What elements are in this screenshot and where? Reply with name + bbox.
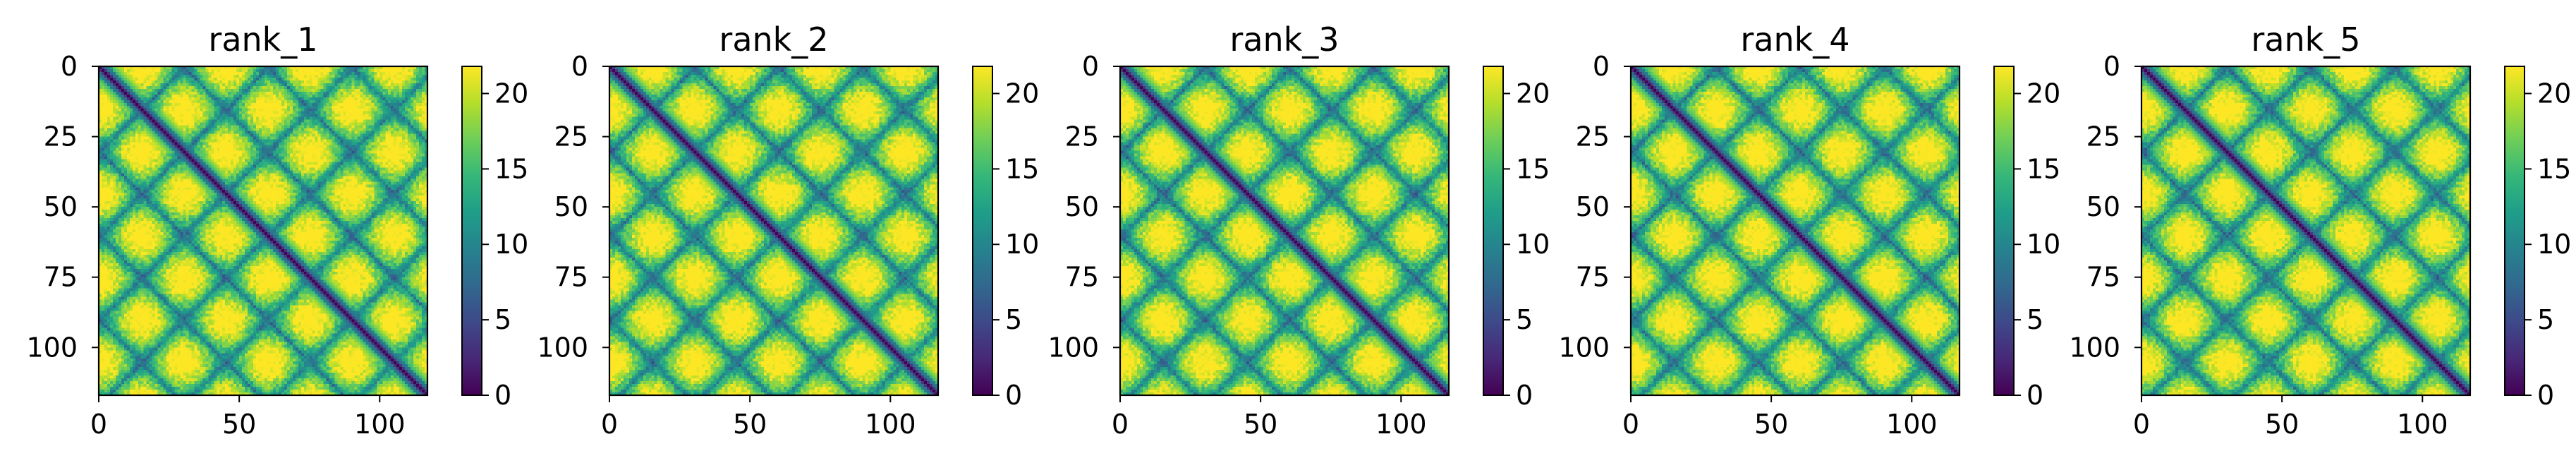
y-tick-label: 25 — [1065, 121, 1099, 152]
x-tick-label: 100 — [865, 409, 916, 440]
panel-title: rank_5 — [2251, 20, 2360, 59]
heatmap-image — [99, 66, 427, 395]
colorbar-tick-label: 20 — [1005, 78, 1039, 109]
colorbar-tick-label: 0 — [1005, 380, 1022, 411]
panel-title: rank_4 — [1740, 20, 1849, 59]
heatmap-image — [1631, 66, 1960, 395]
colorbar-tick-label: 15 — [494, 153, 528, 184]
colorbar-tick-label: 10 — [2537, 229, 2571, 260]
y-tick-label: 0 — [61, 51, 78, 82]
x-tick-label: 0 — [601, 409, 618, 440]
colorbar — [2504, 66, 2525, 396]
heatmap-image — [2141, 66, 2470, 395]
y-tick-label: 50 — [2086, 191, 2120, 222]
colorbar-tick-label: 5 — [2027, 304, 2043, 335]
heatmap-image — [1120, 66, 1449, 395]
x-tick-label: 100 — [2397, 409, 2448, 440]
y-tick-label: 100 — [1558, 332, 1610, 363]
y-tick-label: 25 — [1576, 121, 1610, 152]
colorbar-tick-label: 0 — [494, 380, 511, 411]
colorbar — [972, 66, 993, 396]
colorbar-tick-label: 5 — [2537, 304, 2554, 335]
colorbar-tick-label: 15 — [2537, 153, 2571, 184]
y-tick-label: 75 — [554, 262, 588, 293]
y-tick-label: 0 — [571, 51, 588, 82]
colorbar-tick-label: 0 — [2027, 380, 2043, 411]
colorbar-tick-label: 10 — [1005, 229, 1039, 260]
colorbar-tick-label: 0 — [2537, 380, 2554, 411]
heatmap-image — [609, 66, 938, 395]
x-tick-label: 50 — [222, 409, 256, 440]
y-tick-label: 100 — [537, 332, 588, 363]
y-tick-label: 100 — [2069, 332, 2120, 363]
y-tick-label: 25 — [554, 121, 588, 152]
x-tick-label: 100 — [354, 409, 406, 440]
x-tick-label: 0 — [2133, 409, 2150, 440]
x-tick-label: 50 — [1244, 409, 1277, 440]
panel-title: rank_1 — [208, 20, 317, 59]
y-tick-label: 50 — [1065, 191, 1099, 222]
colorbar-tick-label: 20 — [2027, 78, 2060, 109]
panel-rank_2: rank_2 0 25 50 75 100 0 50 100 0 5 10 15 20 — [537, 20, 1039, 440]
y-tick-label: 50 — [1576, 191, 1610, 222]
axes-frame — [1119, 65, 1450, 397]
panel-rank_3: rank_3 0 25 50 75 100 0 50 100 0 5 10 15 20 — [1047, 20, 1550, 440]
colorbar-tick-label: 10 — [2027, 229, 2060, 260]
x-tick-label: 0 — [90, 409, 107, 440]
y-tick-label: 25 — [2086, 121, 2120, 152]
axes-frame — [1629, 65, 1961, 397]
panel-rank_1: rank_1 0 25 50 75 100 0 50 100 0 5 10 15 20 — [26, 20, 528, 440]
panel-rank_4: rank_4 0 25 50 75 100 0 50 100 0 5 10 15 20 — [1558, 20, 2060, 440]
x-tick-label: 0 — [1112, 409, 1129, 440]
colorbar-tick-label: 10 — [494, 229, 528, 260]
y-tick-label: 100 — [26, 332, 78, 363]
y-tick-label: 75 — [1576, 262, 1610, 293]
y-tick-label: 50 — [44, 191, 78, 222]
colorbar — [461, 66, 482, 396]
panel-title: rank_3 — [1229, 20, 1339, 59]
colorbar-tick-label: 15 — [1005, 153, 1039, 184]
x-tick-label: 0 — [1622, 409, 1639, 440]
x-tick-label: 50 — [2265, 409, 2299, 440]
colorbar-tick-label: 15 — [2027, 153, 2060, 184]
panel-title: rank_2 — [719, 20, 828, 59]
x-tick-label: 50 — [1754, 409, 1788, 440]
axes-frame — [97, 65, 429, 397]
x-tick-label: 50 — [733, 409, 767, 440]
colorbar-tick-label: 0 — [1516, 380, 1533, 411]
y-tick-label: 75 — [44, 262, 78, 293]
y-tick-label: 0 — [2103, 51, 2120, 82]
colorbar — [1483, 66, 1504, 396]
y-tick-label: 75 — [2086, 262, 2120, 293]
colorbar-tick-label: 20 — [494, 78, 528, 109]
colorbar-tick-label: 20 — [2537, 78, 2571, 109]
panel-rank_5: rank_5 0 25 50 75 100 0 50 100 0 5 10 15 20 — [2069, 20, 2571, 440]
colorbar-tick-label: 5 — [1516, 304, 1533, 335]
colorbar-tick-label: 20 — [1516, 78, 1550, 109]
axes-frame — [2140, 65, 2472, 397]
y-tick-label: 75 — [1065, 262, 1099, 293]
y-tick-label: 0 — [1593, 51, 1610, 82]
x-tick-label: 100 — [1375, 409, 1427, 440]
colorbar-tick-label: 5 — [1005, 304, 1022, 335]
x-tick-label: 100 — [1886, 409, 1938, 440]
y-tick-label: 50 — [554, 191, 588, 222]
y-tick-label: 25 — [44, 121, 78, 152]
colorbar-tick-label: 5 — [494, 304, 511, 335]
colorbar-tick-label: 10 — [1516, 229, 1550, 260]
colorbar — [1993, 66, 2015, 396]
axes-frame — [608, 65, 940, 397]
colorbar-tick-label: 15 — [1516, 153, 1550, 184]
y-tick-label: 0 — [1082, 51, 1099, 82]
y-tick-label: 100 — [1047, 332, 1099, 363]
